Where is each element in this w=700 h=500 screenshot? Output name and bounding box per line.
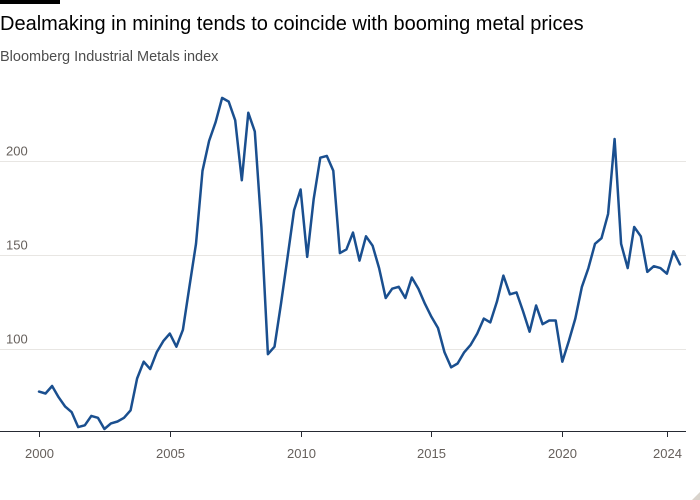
- x-tick-label: 2000: [25, 446, 54, 461]
- x-axis: [0, 431, 686, 437]
- x-tick-label: 2005: [156, 446, 185, 461]
- corner-mark: [692, 492, 700, 500]
- x-tick-label: 2020: [548, 446, 577, 461]
- y-tick-label: 150: [6, 238, 28, 253]
- x-tick-label: 2010: [287, 446, 316, 461]
- y-tick-label: 100: [6, 332, 28, 347]
- chart-title: Dealmaking in mining tends to coincide w…: [0, 13, 584, 35]
- title-accent-bar: [0, 0, 60, 4]
- tick-labels: 100 150 200 2000 2005 2010 2015 2020 2024: [6, 144, 682, 462]
- series-line: [37, 96, 682, 431]
- x-tick-label: 2015: [417, 446, 446, 461]
- series-layer: [37, 96, 682, 431]
- y-tick-label: 200: [6, 144, 28, 159]
- gridlines: [0, 161, 686, 350]
- x-tick-label: 2024: [653, 446, 682, 461]
- chart-subtitle: Bloomberg Industrial Metals index: [0, 49, 219, 65]
